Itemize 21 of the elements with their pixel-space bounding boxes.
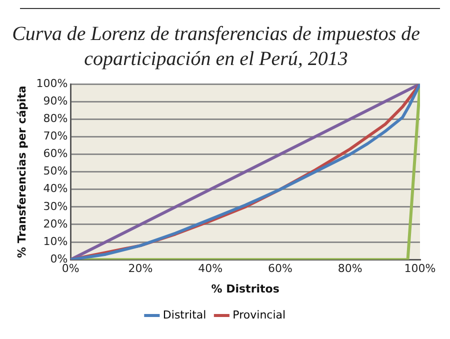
y-tick-label: 10% — [43, 234, 68, 248]
legend-label: Distrital — [162, 308, 206, 322]
y-tick-label: 70% — [43, 130, 68, 143]
x-tick-label: 20% — [128, 262, 153, 276]
text: Curva de Lorenz de transferencias de impuestos de — [12, 22, 420, 45]
y-tick-label: 90% — [43, 94, 68, 108]
x-axis-title: % Distritos — [211, 282, 280, 296]
y-tick-label: 50% — [43, 164, 68, 178]
y-axis-title: % Transferencias per cápita — [15, 86, 28, 258]
y-tick-label: 30% — [43, 200, 68, 213]
y-tick-label: 80% — [43, 112, 68, 125]
x-tick-label: 40% — [198, 262, 223, 276]
y-tick-label: 20% — [43, 217, 68, 230]
x-tick-label: 80% — [338, 262, 362, 276]
y-tick-label: 100% — [36, 76, 68, 90]
y-tick-label: 40% — [43, 182, 68, 196]
y-tick-label: 60% — [43, 147, 68, 160]
text: coparticipación en el Perú, 2013 — [84, 48, 348, 70]
x-tick-label: 100% — [404, 262, 436, 276]
legend-label: Provincial — [232, 308, 286, 322]
x-tick-label: 60% — [268, 262, 292, 276]
